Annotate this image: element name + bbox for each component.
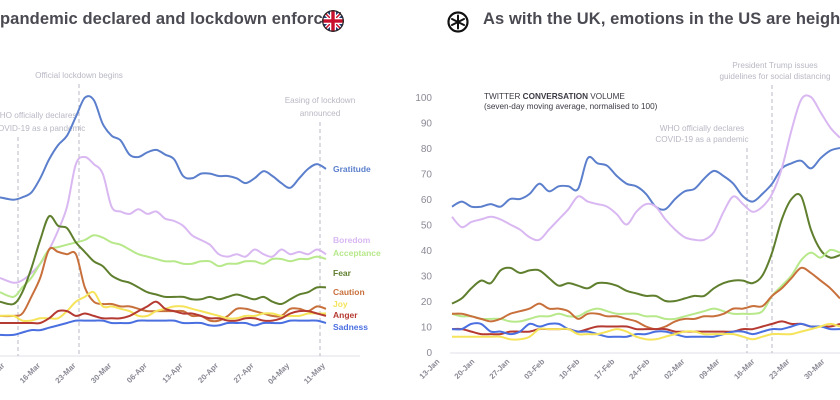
x-tick-label: 04-May: [266, 361, 292, 387]
y-tick-label: 40: [421, 246, 433, 257]
series-line-anger: [451, 320, 840, 336]
x-tick-label: 30-Mar: [89, 361, 113, 385]
y-tick-label: 0: [426, 348, 432, 359]
subtitle-part: CONVERSATION: [523, 92, 588, 101]
x-tick-label: 23-Mar: [53, 361, 77, 385]
x-tick-label: 03-Feb: [522, 357, 546, 381]
series-line-boredom: [0, 155, 327, 284]
series-label-anger: Anger: [333, 310, 358, 320]
x-tick-label: 10-Feb: [557, 357, 581, 381]
x-tick-label: 27-Jan: [488, 357, 512, 381]
y-tick-label: 50: [421, 221, 433, 232]
series-line-sadness: [451, 322, 840, 338]
x-tick-label: 20-Apr: [196, 361, 220, 385]
x-tick-label: 20-Jan: [453, 357, 477, 381]
annotation-label: COVID-19 as a pandemic: [0, 124, 85, 133]
x-tick-label: 02-Mar: [662, 357, 686, 381]
annotation-label: COVID-19 as a pandemic: [655, 135, 748, 144]
x-tick-label: 16-Mar: [732, 357, 756, 381]
chart-subtitle-line2: (seven-day moving average, normalised to…: [484, 102, 658, 111]
series-line-gratitude: [451, 147, 840, 211]
uk-chart: WHO officially declares COVID-19 as a pan…: [0, 71, 381, 386]
series-line-caution: [0, 246, 327, 323]
x-tick-label: 24-Feb: [627, 357, 651, 381]
series-label-sadness: Sadness: [333, 322, 368, 332]
annotation-label: guidelines for social distancing: [719, 72, 830, 81]
series-line-anger: [0, 300, 327, 325]
series-line-acceptance: [0, 234, 327, 298]
uk-flag-icon: [322, 10, 344, 32]
series-label-caution: Caution: [333, 287, 365, 297]
y-tick-label: 20: [421, 297, 433, 308]
x-tick-label: 11-May: [302, 361, 327, 386]
series-label-gratitude: Gratitude: [333, 164, 371, 174]
us-chart: 0 10 20 30 40 50 60 70 80 90 100 TWITTER CONVERSATI…: [415, 61, 840, 381]
x-tick-label: 23-Mar: [767, 357, 791, 381]
y-tick-label: 70: [421, 170, 433, 181]
y-tick-label: 60: [421, 195, 433, 206]
annotation-label: Official lockdown begins: [35, 71, 123, 80]
series-label-fear: Fear: [333, 268, 352, 278]
y-tick-label: 10: [421, 323, 433, 334]
series-line-gratitude: [0, 95, 327, 201]
series-label-acceptance: Acceptance: [333, 248, 381, 258]
subtitle-part: TWITTER: [484, 92, 523, 101]
series-label-boredom: Boredom: [333, 235, 371, 245]
series-line-boredom: [451, 94, 840, 242]
series-label-joy: Joy: [333, 299, 348, 309]
annotation-label: WHO officially declares: [660, 124, 744, 133]
annotation-label: President Trump issues: [732, 61, 818, 70]
x-tick-label: 30-Mar: [802, 357, 826, 381]
x-tick-label: 27-Apr: [232, 361, 256, 385]
annotation-label: announced: [300, 109, 341, 118]
series-line-acceptance: [451, 248, 840, 323]
chart-title-us: As with the UK, emotions in the US are h…: [483, 10, 840, 28]
series-line-caution: [451, 266, 840, 331]
chart-title-uk: pandemic declared and lockdown enforced: [0, 10, 343, 28]
x-tick-label: 09-Mar: [0, 361, 6, 385]
series-line-sadness: [0, 319, 327, 337]
series-line-joy: [452, 322, 840, 341]
x-tick-label: 13-Apr: [161, 361, 185, 385]
annotation-label: Easing of lockdown: [285, 96, 356, 105]
y-tick-label: 80: [421, 144, 433, 155]
x-tick-label: 16-Mar: [18, 361, 42, 385]
series-line-fear: [451, 192, 840, 305]
x-tick-label: 13-Jan: [418, 357, 442, 381]
annotation-label: WHO officially declares: [0, 111, 76, 120]
x-tick-label: 17-Feb: [592, 357, 616, 381]
x-tick-label: 06-Apr: [125, 361, 149, 385]
y-tick-label: 30: [421, 272, 433, 283]
chart-subtitle: TWITTER CONVERSATION VOLUME: [484, 92, 625, 101]
x-tick-label: 09-Mar: [697, 357, 721, 381]
y-tick-label: 90: [421, 119, 433, 130]
subtitle-part: VOLUME: [588, 92, 625, 101]
series-line-fear: [0, 214, 327, 306]
asterisk-brand-icon: [447, 11, 469, 33]
y-tick-label: 100: [415, 93, 432, 104]
